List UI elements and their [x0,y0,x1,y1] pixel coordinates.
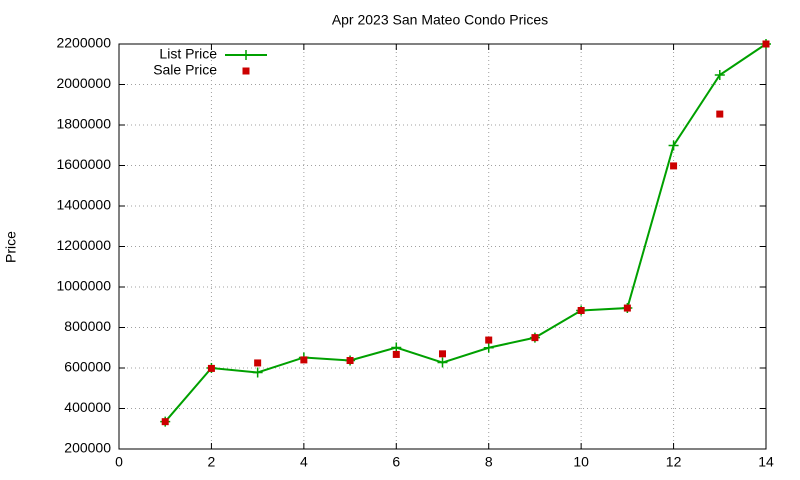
marker [439,350,446,358]
y-tick-label: 1400000 [56,197,111,213]
marker [483,342,494,353]
y-axis-label: Price [3,231,19,263]
marker [392,350,400,358]
marker [254,359,262,367]
marker [531,334,539,342]
marker [391,342,402,353]
marker [161,418,169,426]
x-tick-label: 0 [115,454,123,470]
plot-frame [118,43,767,450]
y-tick-label: 1000000 [56,278,111,294]
y-tick-label: 400000 [64,399,111,415]
marker [346,357,354,365]
x-tick-label: 8 [485,454,493,470]
x-tick-label: 10 [573,454,589,470]
legend-label: Sale Price [153,62,217,78]
marker [623,304,631,312]
x-tick-label: 14 [758,454,774,470]
marker [207,364,215,372]
x-tick-label: 12 [666,454,682,470]
legend-marker [241,50,251,60]
x-tick-label: 2 [208,454,216,470]
marker [670,162,678,170]
x-tick-label: 4 [300,454,308,470]
y-tick-label: 800000 [64,318,111,334]
y-tick-label: 2000000 [56,75,111,91]
marker [762,40,770,48]
marker [716,110,724,118]
y-tick-label: 1600000 [56,156,111,172]
y-tick-label: 1200000 [56,237,111,253]
legend-label: List Price [159,46,217,62]
y-tick-label: 2200000 [56,35,111,51]
marker [485,336,493,344]
marker [577,306,585,314]
series-line [164,43,767,423]
x-tick-label: 6 [392,454,400,470]
marker [300,356,308,364]
marker [668,140,679,151]
y-tick-label: 200000 [64,440,111,456]
marker [714,69,725,80]
marker [437,357,448,368]
marker [252,367,263,378]
y-tick-label: 600000 [64,359,111,375]
legend-marker [242,67,250,75]
y-tick-label: 1800000 [56,116,111,132]
chart-title: Apr 2023 San Mateo Condo Prices [332,12,548,28]
